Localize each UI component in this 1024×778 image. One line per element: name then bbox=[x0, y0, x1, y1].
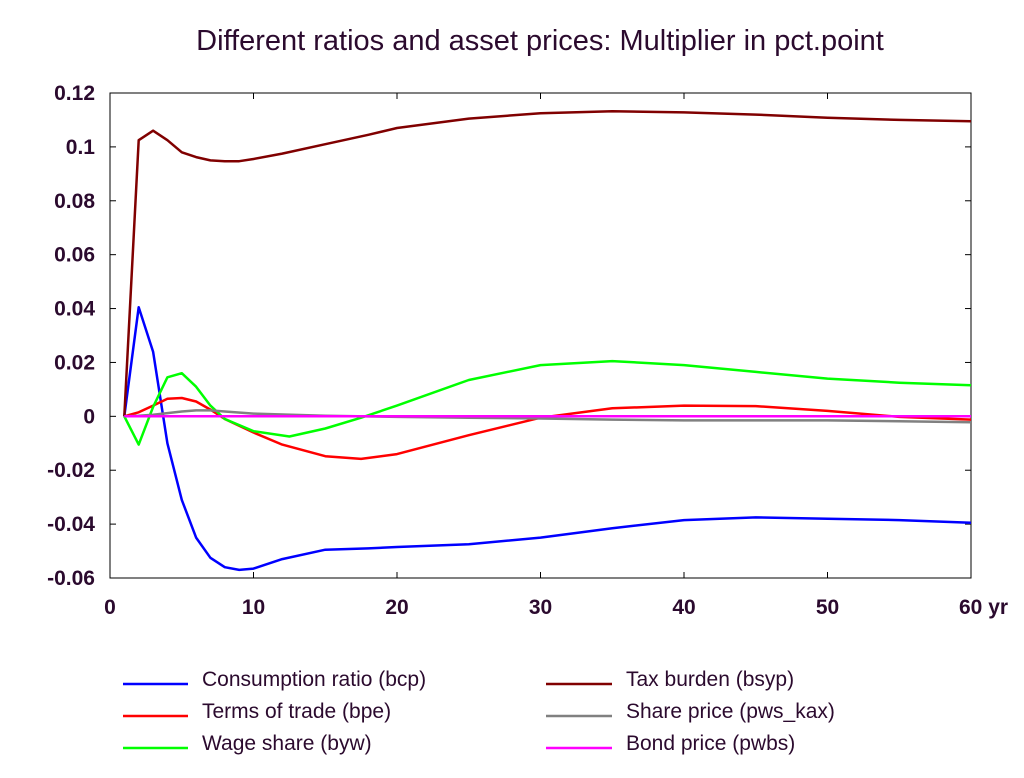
legend-label: Terms of trade (bpe) bbox=[202, 700, 391, 723]
y-tick-label: 0.02 bbox=[54, 351, 95, 374]
series-layer bbox=[123, 110, 972, 572]
legend-label: Wage share (byw) bbox=[202, 732, 372, 755]
x-tick-label: 50 bbox=[816, 596, 839, 619]
x-tick-label: 20 bbox=[385, 596, 408, 619]
y-tick-label: 0.1 bbox=[66, 136, 96, 159]
y-tick-label: -0.04 bbox=[47, 513, 95, 536]
y-tick-label: -0.02 bbox=[47, 459, 95, 482]
y-tick-label: 0.08 bbox=[54, 190, 95, 213]
x-tick-label: 30 bbox=[529, 596, 552, 619]
y-tick-label: 0.12 bbox=[54, 82, 95, 105]
legend-label: Share price (pws_kax) bbox=[626, 700, 835, 723]
legend-label: Bond price (pwbs) bbox=[626, 732, 795, 755]
y-tick-label: 0 bbox=[83, 405, 95, 428]
y-tick-label: -0.06 bbox=[47, 567, 95, 590]
plot-frame bbox=[109, 92, 972, 579]
x-tick-label: 40 bbox=[672, 596, 695, 619]
chart-title: Different ratios and asset prices: Multi… bbox=[196, 25, 884, 57]
x-tick-label: 0 bbox=[104, 596, 116, 619]
legend-label: Consumption ratio (bcp) bbox=[202, 668, 426, 691]
series-line-terms-of-trade-bpe bbox=[123, 396, 972, 461]
x-tick-label: 10 bbox=[242, 596, 265, 619]
axes: 0.12 0.1 0.08 0.06 0.04 0.02 0 -0.02 -0.04 -0.06 0… bbox=[47, 82, 1008, 619]
x-tick-label: 60 yr bbox=[959, 596, 1008, 619]
series-line-wage-share-byw bbox=[123, 359, 972, 446]
legend-label: Tax burden (bsyp) bbox=[626, 668, 794, 691]
legend: Consumption ratio (bcp) Terms of trade (b… bbox=[123, 668, 835, 755]
series-line-tax-burden-bsyp bbox=[123, 110, 972, 417]
y-tick-label: 0.04 bbox=[54, 298, 95, 321]
y-tick-label: 0.06 bbox=[54, 244, 95, 267]
series-line-consumption-ratio-bcp bbox=[123, 305, 972, 572]
